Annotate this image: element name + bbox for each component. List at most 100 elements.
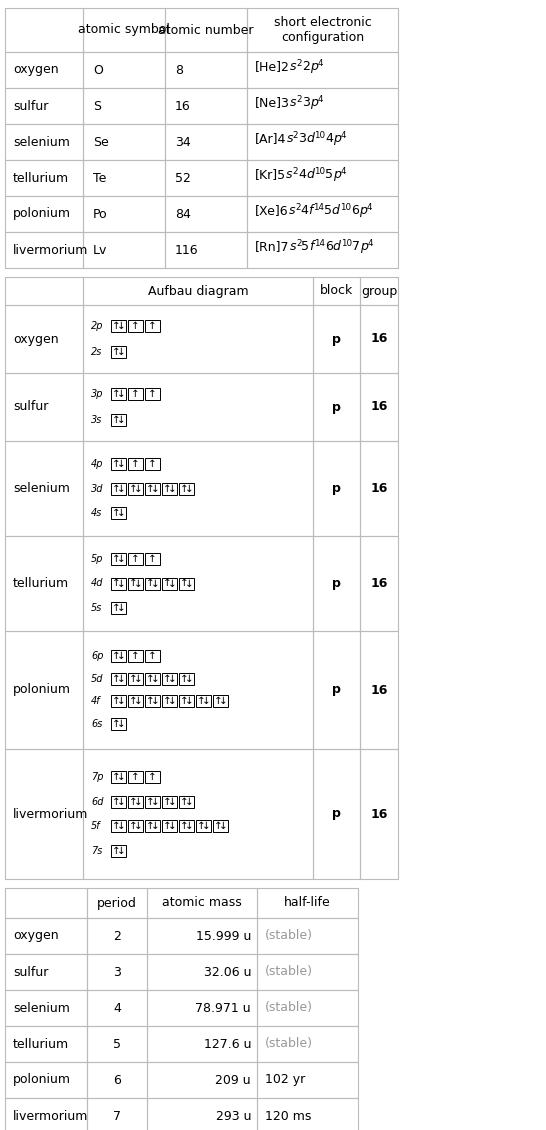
Text: ↑: ↑: [111, 579, 120, 589]
Text: 6: 6: [325, 240, 333, 253]
Bar: [128, 554, 143, 565]
Bar: [111, 718, 126, 730]
Text: 16: 16: [370, 483, 388, 495]
Bar: [87, 990, 147, 1026]
Text: ↑: ↑: [162, 484, 171, 494]
Text: 2: 2: [296, 95, 302, 104]
Text: 4s: 4s: [91, 507, 103, 518]
Bar: [128, 483, 143, 495]
Text: ↓: ↓: [134, 822, 143, 832]
Text: oxygen: oxygen: [13, 332, 58, 346]
Text: short electronic
configuration: short electronic configuration: [274, 16, 371, 44]
Text: ↓: ↓: [185, 484, 194, 494]
Bar: [111, 820, 126, 833]
Bar: [213, 820, 228, 833]
Text: ↓: ↓: [117, 772, 126, 782]
Text: 14: 14: [313, 203, 324, 212]
Bar: [257, 1098, 358, 1130]
Text: 116: 116: [175, 243, 199, 257]
Text: 7: 7: [113, 1110, 121, 1122]
Bar: [360, 749, 398, 879]
Bar: [162, 796, 177, 808]
Text: 120 ms: 120 ms: [265, 1110, 311, 1122]
Bar: [147, 888, 257, 918]
Text: [Ar]4: [Ar]4: [255, 132, 286, 145]
Text: Se: Se: [93, 136, 109, 148]
Text: 7p: 7p: [91, 772, 104, 782]
Bar: [162, 695, 177, 707]
Bar: [111, 601, 126, 614]
Text: Lv: Lv: [93, 243, 108, 257]
Text: d: d: [306, 168, 314, 181]
Text: 10: 10: [340, 203, 351, 212]
Text: group: group: [361, 285, 397, 297]
Bar: [111, 672, 126, 685]
Bar: [5, 160, 83, 195]
Text: 4d: 4d: [91, 579, 104, 589]
Text: atomic number: atomic number: [158, 24, 254, 36]
Text: ↓: ↓: [202, 822, 211, 832]
Text: ↑: ↑: [111, 772, 120, 782]
Text: ↑: ↑: [128, 797, 137, 807]
Text: 2: 2: [296, 59, 302, 68]
Text: s: s: [290, 96, 296, 108]
Text: ↓: ↓: [185, 797, 194, 807]
Text: 209 u: 209 u: [215, 1074, 251, 1087]
Bar: [111, 771, 126, 783]
Text: ↓: ↓: [202, 696, 211, 706]
Text: ↑: ↑: [111, 389, 120, 399]
Bar: [128, 577, 143, 590]
Text: 2: 2: [295, 203, 301, 212]
Text: 6p: 6p: [91, 651, 104, 661]
Text: 5f: 5f: [91, 822, 100, 832]
Bar: [360, 441, 398, 536]
Bar: [83, 160, 165, 195]
Text: ↓: ↓: [151, 822, 159, 832]
Bar: [165, 8, 247, 52]
Bar: [313, 277, 360, 305]
Bar: [111, 695, 126, 707]
Text: p: p: [310, 96, 318, 108]
Bar: [247, 52, 398, 88]
Text: ↓: ↓: [117, 415, 126, 425]
Bar: [147, 990, 257, 1026]
Text: ↑: ↑: [128, 673, 137, 684]
Text: block: block: [320, 285, 353, 297]
Bar: [179, 695, 194, 707]
Text: ↑: ↑: [180, 484, 188, 494]
Text: ↑: ↑: [111, 651, 120, 661]
Bar: [313, 749, 360, 879]
Bar: [87, 1062, 147, 1098]
Text: ↑: ↑: [180, 673, 188, 684]
Text: (stable): (stable): [265, 930, 313, 942]
Text: [He]2: [He]2: [255, 60, 290, 73]
Bar: [247, 160, 398, 195]
Text: ↑: ↑: [128, 822, 137, 832]
Text: 16: 16: [370, 808, 388, 820]
Text: ↑: ↑: [111, 673, 120, 684]
Bar: [83, 536, 313, 631]
Text: ↓: ↓: [117, 507, 126, 518]
Text: 16: 16: [370, 684, 388, 696]
Text: ↓: ↓: [134, 696, 143, 706]
Text: ↓: ↓: [117, 846, 126, 857]
Text: ↓: ↓: [117, 460, 126, 469]
Text: ↓: ↓: [168, 673, 176, 684]
Text: ↑: ↑: [111, 555, 120, 564]
Bar: [179, 820, 194, 833]
Text: 4: 4: [341, 131, 347, 140]
Bar: [5, 1026, 87, 1062]
Bar: [83, 749, 313, 879]
Bar: [83, 631, 313, 749]
Bar: [179, 577, 194, 590]
Bar: [145, 483, 160, 495]
Bar: [196, 695, 211, 707]
Bar: [213, 695, 228, 707]
Text: ↑: ↑: [145, 579, 154, 589]
Text: ↑: ↑: [128, 484, 137, 494]
Text: p: p: [332, 400, 341, 414]
Text: 102 yr: 102 yr: [265, 1074, 305, 1087]
Text: ↑: ↑: [148, 555, 157, 564]
Bar: [247, 124, 398, 160]
Text: p: p: [333, 132, 341, 145]
